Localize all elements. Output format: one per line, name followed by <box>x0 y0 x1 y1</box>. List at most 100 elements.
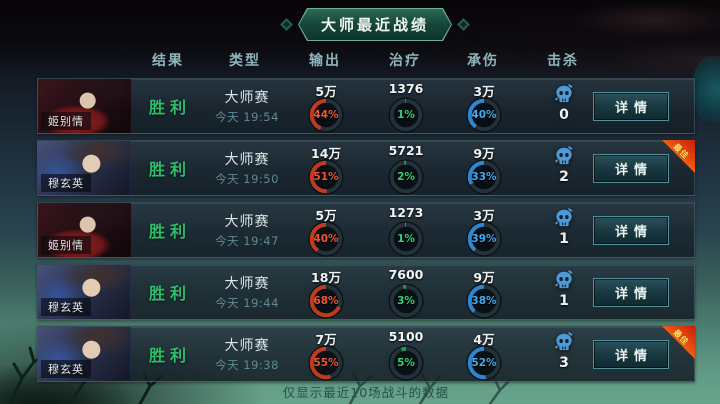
heal-value: 1273 <box>388 205 424 220</box>
match-time: 今天 19:50 <box>215 172 279 186</box>
detail-button[interactable]: 详情 <box>593 154 669 183</box>
damage-donut-icon <box>308 97 344 133</box>
col-damage: 输出 <box>309 53 341 69</box>
footer-note: 仅显示最近10场战斗的数据 <box>282 385 450 400</box>
taken-value: 9万 <box>473 270 495 285</box>
heal-value: 7600 <box>388 267 424 282</box>
damage-percent: 51% <box>313 171 339 183</box>
taken-donut-icon <box>466 159 502 195</box>
heal-donut-icon <box>388 221 424 257</box>
heal-percent: 3% <box>397 295 415 307</box>
table-header: 结果 类型 输出 治疗 承伤 击杀 <box>37 50 695 72</box>
kill-count: 3 <box>559 355 569 371</box>
taken-value: 9万 <box>473 146 495 161</box>
taken-value: 3万 <box>473 208 495 223</box>
heal-donut-icon <box>388 159 424 195</box>
damage-gauge: 5万 44% <box>291 81 361 135</box>
taken-donut-icon <box>466 221 502 257</box>
detail-button[interactable]: 详情 <box>593 92 669 121</box>
battle-record-row[interactable]: 穆玄英 胜利 大师赛 今天 19:50 14万 51% 5721 2% <box>37 140 695 196</box>
taken-percent: 39% <box>471 233 497 245</box>
detail-button[interactable]: 详情 <box>593 340 669 369</box>
match-type: 大师赛 <box>224 276 270 292</box>
heal-gauge: 5721 2% <box>371 143 441 197</box>
kills-block: 3 <box>534 330 594 380</box>
damage-donut-icon <box>308 159 344 195</box>
match-time: 今天 19:38 <box>215 358 279 372</box>
damage-percent: 55% <box>313 357 339 369</box>
col-result: 结果 <box>152 53 184 69</box>
damage-value: 14万 <box>311 146 341 161</box>
skull-icon <box>552 268 576 292</box>
match-type: 大师赛 <box>224 90 270 106</box>
battle-list: 姬别情 胜利 大师赛 今天 19:54 5万 44% 1376 1% <box>37 78 695 388</box>
damage-percent: 44% <box>313 109 339 121</box>
taken-percent: 33% <box>471 171 497 183</box>
col-heal: 治疗 <box>389 53 421 69</box>
banner-diamond-left-icon <box>280 18 293 31</box>
col-kills: 击杀 <box>547 53 579 69</box>
heal-percent: 2% <box>397 171 415 183</box>
match-type: 大师赛 <box>224 338 270 354</box>
character-name: 姬别情 <box>41 112 91 130</box>
character-name: 姬别情 <box>41 236 91 254</box>
battle-record-row[interactable]: 姬别情 胜利 大师赛 今天 19:54 5万 44% 1376 1% <box>37 78 695 134</box>
result-text: 胜利 <box>148 222 191 241</box>
heal-value: 1376 <box>388 81 424 96</box>
taken-percent: 38% <box>471 295 497 307</box>
kill-count: 1 <box>559 231 569 247</box>
match-type: 大师赛 <box>224 152 270 168</box>
kills-block: 2 <box>534 144 594 194</box>
damage-donut-icon <box>308 221 344 257</box>
character-name: 穆玄英 <box>41 174 91 192</box>
damage-gauge: 5万 40% <box>291 205 361 259</box>
damage-percent: 40% <box>313 233 339 245</box>
avatar: 姬别情 <box>38 203 131 257</box>
taken-percent: 52% <box>471 357 497 369</box>
heal-gauge: 7600 3% <box>371 267 441 321</box>
skull-icon <box>552 330 576 354</box>
match-type-block: 大师赛 今天 19:44 <box>206 273 288 311</box>
avatar: 穆玄英 <box>38 141 131 195</box>
teal-leaf-decoration <box>692 56 720 122</box>
kills-block: 1 <box>534 206 594 256</box>
match-type: 大师赛 <box>224 214 270 230</box>
damage-gauge: 7万 55% <box>291 329 361 383</box>
match-type-block: 大师赛 今天 19:38 <box>206 335 288 373</box>
best-badge-label: 最佳 <box>671 141 691 162</box>
taken-donut-icon <box>466 345 502 381</box>
detail-button[interactable]: 详情 <box>593 278 669 307</box>
damage-value: 5万 <box>315 84 337 99</box>
match-type-block: 大师赛 今天 19:54 <box>206 87 288 125</box>
battle-record-row[interactable]: 穆玄英 胜利 大师赛 今天 19:38 7万 55% 5100 5% <box>37 326 695 382</box>
kill-count: 1 <box>559 293 569 309</box>
title-banner: 大师最近战绩 <box>280 8 470 41</box>
damage-taken-gauge: 9万 33% <box>449 143 519 197</box>
heal-donut-icon <box>388 345 424 381</box>
match-type-block: 大师赛 今天 19:50 <box>206 149 288 187</box>
character-name: 穆玄英 <box>41 360 91 378</box>
skull-icon <box>552 82 576 106</box>
heal-donut-icon <box>388 97 424 133</box>
battle-record-row[interactable]: 穆玄英 胜利 大师赛 今天 19:44 18万 68% 7600 3% <box>37 264 695 320</box>
detail-button[interactable]: 详情 <box>593 216 669 245</box>
damage-taken-gauge: 9万 38% <box>449 267 519 321</box>
heal-percent: 1% <box>397 233 415 245</box>
heal-gauge: 1376 1% <box>371 81 441 135</box>
damage-taken-gauge: 3万 39% <box>449 205 519 259</box>
heal-percent: 1% <box>397 109 415 121</box>
kill-count: 0 <box>559 107 569 123</box>
battle-record-row[interactable]: 姬别情 胜利 大师赛 今天 19:47 5万 40% 1273 1% <box>37 202 695 258</box>
match-type-block: 大师赛 今天 19:47 <box>206 211 288 249</box>
kills-block: 1 <box>534 268 594 318</box>
damage-donut-icon <box>308 283 344 319</box>
damage-percent: 68% <box>313 295 339 307</box>
match-time: 今天 19:47 <box>215 234 279 248</box>
result-text: 胜利 <box>148 346 191 365</box>
heal-value: 5721 <box>388 143 424 158</box>
heal-gauge: 5100 5% <box>371 329 441 383</box>
damage-gauge: 14万 51% <box>291 143 361 197</box>
col-type: 类型 <box>229 53 261 69</box>
taken-value: 4万 <box>473 332 495 347</box>
heal-percent: 5% <box>397 357 415 369</box>
